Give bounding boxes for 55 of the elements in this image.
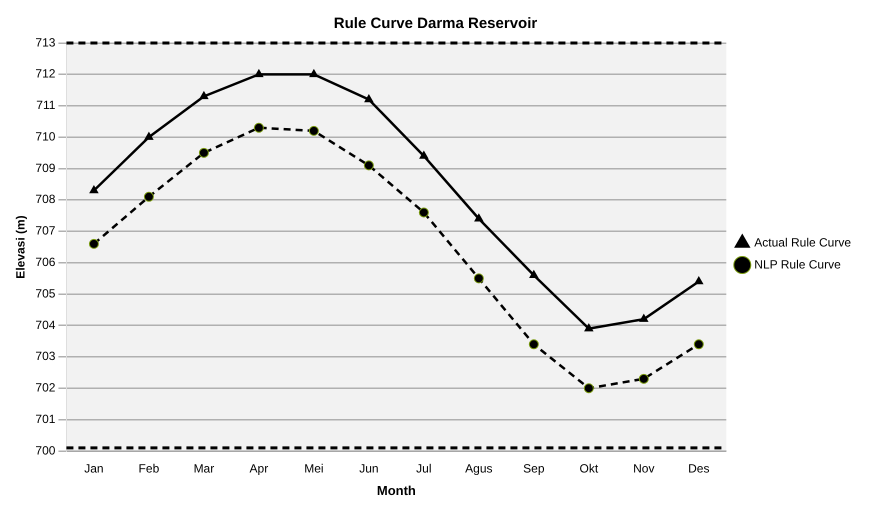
point [418,207,429,218]
y-tick-label: 713 [35,35,56,50]
y-tick-label: 709 [35,160,56,175]
point [474,214,484,222]
point [584,383,594,394]
point [88,238,99,249]
point [639,314,648,322]
x-tick-label: Des [688,462,710,476]
point [198,148,209,158]
point [528,339,539,350]
legend-label: Actual Rule Curve [754,235,852,250]
y-tick-label: 701 [35,412,56,426]
point [364,94,374,102]
y-tick-label: 711 [36,98,56,112]
y-tick-label: 706 [35,255,56,270]
point [638,374,649,384]
point [309,69,318,78]
point [694,276,704,284]
x-tick-label: Sep [523,462,545,476]
point [419,150,428,159]
point [584,324,594,332]
point [308,126,319,136]
y-tick-label: 710 [35,129,56,144]
x-axis-title: Month [376,482,416,498]
point [144,132,154,140]
y-tick-label: 700 [35,443,56,458]
legend-label: NLP Rule Curve [754,257,842,272]
point [694,339,704,350]
y-tick-label: 703 [35,349,56,364]
point [529,270,538,278]
x-tick-label: Agus [465,462,493,476]
x-tick-label: Jun [359,462,379,476]
y-tick-label: 704 [35,318,56,332]
y-tick-label: 712 [35,66,56,81]
point [199,91,208,100]
point [144,192,154,202]
x-tick-label: Nov [633,462,654,476]
x-tick-label: Mei [304,462,324,476]
point [364,160,374,170]
x-tick-label: Mar [194,462,214,476]
y-tick-label: 702 [35,380,56,395]
x-tick-label: Jul [416,462,432,476]
y-tick-label: 705 [35,286,56,300]
x-tick-label: Apr [250,462,268,476]
x-tick-label: Jan [84,462,104,476]
x-tick-label: Feb [138,462,160,476]
point [474,273,484,284]
point [90,186,98,194]
chart-title: Rule Curve Darma Reservoir [334,15,538,32]
point [254,69,264,78]
y-axis-title: Elevasi (m) [14,215,28,279]
x-tick-label: Okt [579,462,599,476]
y-tick-label: 708 [35,192,56,206]
y-tick-label: 707 [35,224,56,238]
point [254,122,264,133]
